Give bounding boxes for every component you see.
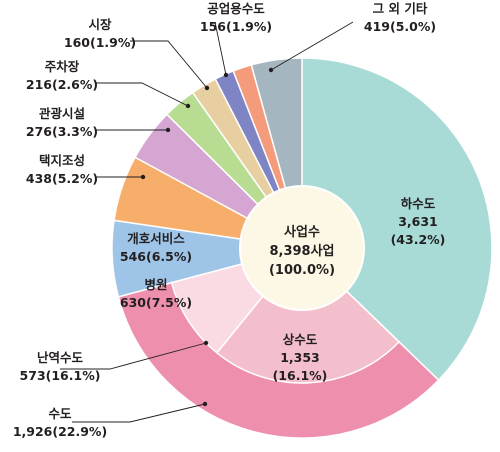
leader-line-3 — [96, 82, 189, 107]
label-subwater-value: 573(16.1%) — [20, 368, 101, 383]
leader-line-subwater — [60, 342, 207, 370]
pie-slice-1 — [301, 57, 493, 382]
slice-labels: 하수도 3,631 (43.2%) 상수도 1,353 (16.1%) 개호서비스 546(6… — [13, 1, 446, 439]
leader-dot-3 — [185, 103, 191, 109]
label-subwater-name: 난역수도 — [37, 350, 84, 365]
label-ext-name-5: 공업용수도 — [207, 1, 265, 16]
label-hospital-value: 630(7.5%) — [120, 295, 192, 310]
center-label-count: 8,398사업 — [269, 243, 334, 259]
label-ext-value-5: 156(1.9%) — [200, 19, 272, 34]
label-sewer-name: 하수도 — [401, 196, 436, 211]
leader-dot-6 — [268, 67, 274, 73]
center-circle — [239, 185, 365, 311]
label-ext-value-4: 160(1.9%) — [64, 35, 136, 50]
label-water-name: 수도 — [48, 406, 72, 421]
label-care-value: 546(6.5%) — [120, 249, 192, 264]
label-waterworks-value: 1,353 — [280, 350, 320, 365]
label-ext-name-3: 주차장 — [45, 59, 80, 74]
leader-dot-water — [202, 401, 208, 407]
leader-line-water — [72, 403, 206, 423]
leader-dot-5 — [223, 72, 229, 78]
center-label-percent: (100.0%) — [269, 263, 335, 278]
label-ext-name-4: 시장 — [88, 17, 112, 32]
label-ext-value-3: 216(2.6%) — [26, 77, 98, 92]
water-sub-slice-1 — [215, 246, 401, 384]
label-hospital-name: 병원 — [144, 277, 167, 292]
label-ext-value-1: 438(5.2%) — [26, 171, 98, 186]
label-sewer-value: 3,631 — [398, 214, 438, 229]
leader-line-4 — [130, 40, 208, 89]
label-sewer-percent: (43.2%) — [391, 232, 446, 247]
center-label-title: 사업수 — [284, 224, 320, 240]
label-waterworks-name: 상수도 — [283, 332, 318, 347]
leader-dot-4 — [204, 85, 210, 91]
label-water-value: 1,926(22.9%) — [13, 424, 107, 439]
label-ext-name-2: 관광시설 — [39, 106, 85, 121]
leader-line-5 — [214, 21, 227, 76]
leader-dot-2 — [165, 127, 171, 133]
label-waterworks-percent: (16.1%) — [273, 368, 328, 383]
leader-dot-1 — [140, 174, 146, 180]
label-ext-name-6: 그 외 기타 — [373, 1, 428, 16]
label-care-name: 개호서비스 — [127, 231, 185, 246]
label-ext-value-6: 419(5.0%) — [364, 19, 436, 34]
label-ext-name-1: 택지조성 — [39, 153, 85, 168]
leader-line-6 — [270, 21, 354, 71]
leader-dot-subwater — [203, 340, 209, 346]
label-ext-value-2: 276(3.3%) — [26, 124, 98, 139]
leader-lines — [60, 21, 354, 423]
